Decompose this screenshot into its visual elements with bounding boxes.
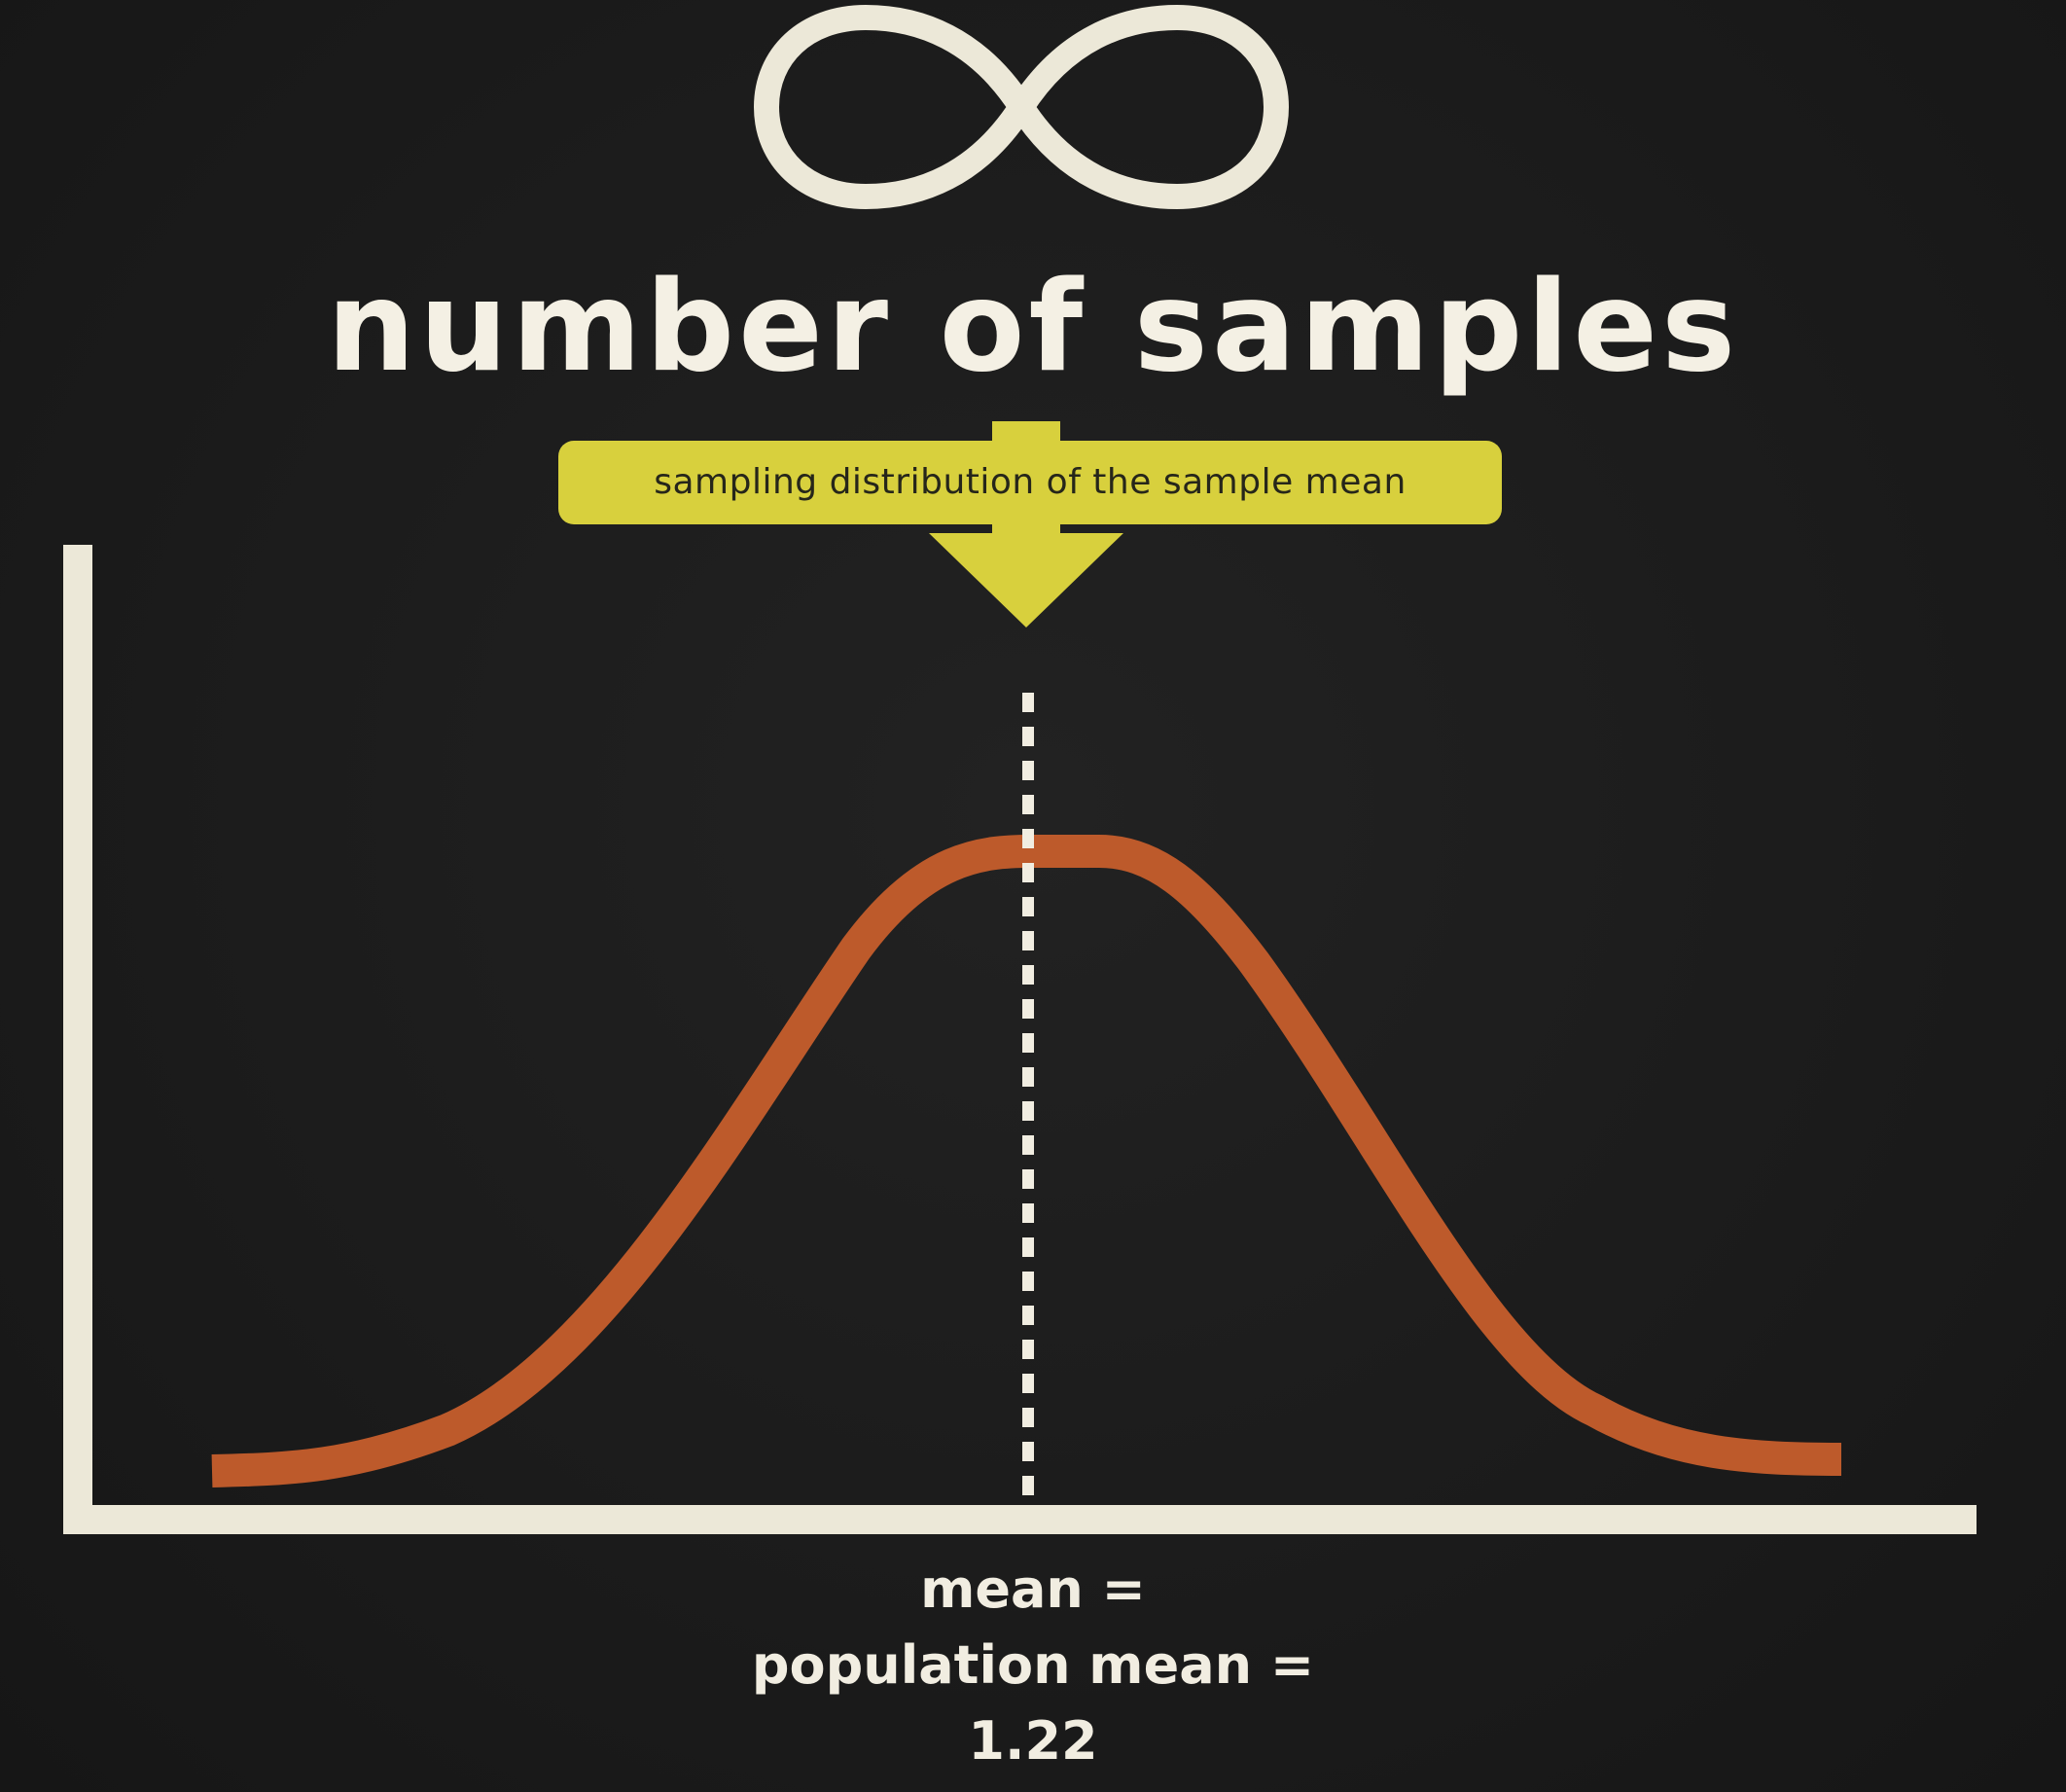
mean-annotation-line1: mean = — [920, 1559, 1146, 1620]
heading-number-of-samples: number of samples — [326, 255, 1740, 400]
mean-annotation-value: 1.22 — [968, 1710, 1098, 1772]
mean-annotation: mean = population mean = 1.22 — [0, 1552, 2066, 1779]
mean-annotation-line2: population mean = — [751, 1634, 1315, 1696]
sampling-distribution-curve — [211, 835, 1842, 1487]
callout-sampling-distribution-label: sampling distribution of the sample mean — [558, 441, 1502, 524]
infinity-icon — [754, 5, 1289, 209]
